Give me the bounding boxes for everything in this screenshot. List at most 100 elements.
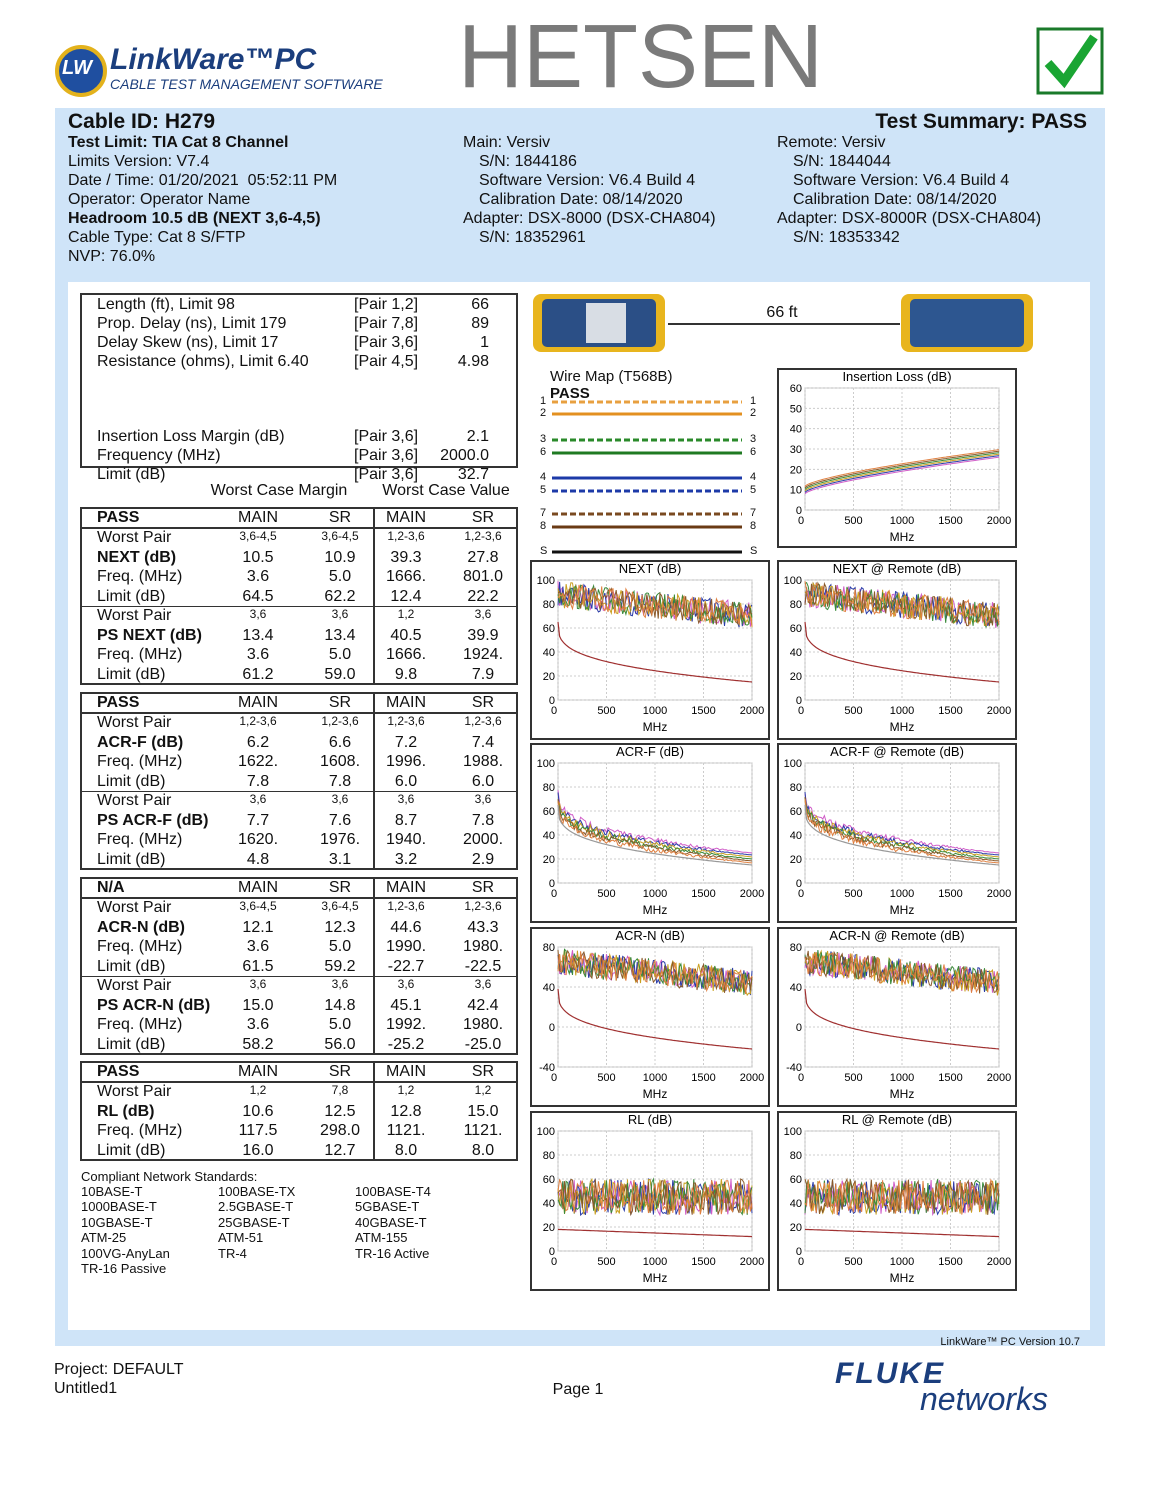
- x-tick-label: 500: [597, 1256, 615, 1268]
- logo-subtitle: CABLE TEST MANAGEMENT SOFTWARE: [110, 76, 383, 92]
- x-tick-label: 0: [798, 705, 804, 717]
- margin-header: Worst Case Margin: [210, 482, 348, 499]
- logo-mark: LW: [62, 57, 92, 79]
- summary-line: Test Limit: TIA Cat 8 Channel: [68, 134, 289, 151]
- x-axis-label: MHz: [890, 1271, 915, 1285]
- cell: 3,6: [249, 792, 267, 806]
- y-tick-label: 100: [537, 1126, 555, 1138]
- table-status: PASS: [97, 694, 140, 711]
- trace: [804, 581, 1000, 627]
- cell: 3.6: [246, 646, 270, 663]
- x-tick-label: 2000: [987, 1072, 1011, 1084]
- table-divider: [373, 1061, 375, 1161]
- remote-info: Adapter: DSX-8000R (DSX-CHA804): [777, 210, 1042, 227]
- cell: 1992.: [385, 1016, 427, 1033]
- graph-title: ACR-N (dB): [615, 928, 684, 943]
- graph: Insertion Loss (dB) 0 10 20 30 40 50 60 0 500 1000…: [777, 368, 1017, 548]
- y-tick-label: 0: [549, 695, 555, 707]
- cell: 6.6: [328, 733, 352, 751]
- test-summary: Test Summary: PASS: [875, 110, 1087, 133]
- cell: 12.1: [242, 918, 274, 936]
- standard: TR-16 Active: [355, 1245, 430, 1261]
- main-info: Software Version: V6.4 Build 4: [479, 172, 696, 189]
- cell: 3.6: [246, 1016, 270, 1033]
- row-label: ACR-N (dB): [97, 918, 185, 936]
- row-label: Freq. (MHz): [97, 646, 183, 663]
- y-tick-label: 80: [790, 1150, 802, 1162]
- x-axis-label: MHz: [890, 720, 915, 734]
- trace: [804, 988, 1000, 1050]
- cell: 3,6: [474, 792, 492, 806]
- table-col-head: MAIN: [386, 1063, 426, 1080]
- x-axis-label: MHz: [890, 530, 915, 544]
- cell: 1,2-3,6: [464, 529, 502, 543]
- x-tick-label: 1000: [890, 1256, 914, 1268]
- cell: 3.1: [328, 850, 352, 868]
- trace: [557, 582, 753, 628]
- cell: 7.6: [328, 811, 352, 829]
- cell: 45.1: [390, 996, 422, 1014]
- pin-label: S: [750, 545, 758, 557]
- graph-title: NEXT @ Remote (dB): [833, 561, 962, 576]
- cell: 1,2: [397, 1083, 415, 1097]
- y-tick-label: 80: [543, 782, 555, 794]
- table-col-head: SR: [328, 1063, 352, 1080]
- cell: 39.9: [467, 626, 499, 644]
- remote-info: S/N: 18353342: [793, 229, 900, 246]
- standards-title: Compliant Network Standards:: [81, 1169, 258, 1184]
- x-tick-label: 1500: [938, 705, 962, 717]
- remote-info: Calibration Date: 08/14/2020: [793, 191, 997, 208]
- x-tick-label: 1500: [938, 1256, 962, 1268]
- pin-label: 2: [540, 407, 547, 419]
- x-tick-label: 2000: [987, 888, 1011, 900]
- x-tick-label: 500: [844, 888, 862, 900]
- measure-pair: [Pair 3,6]: [354, 428, 419, 445]
- row-label: Worst Pair: [97, 607, 172, 624]
- trace: [804, 804, 1000, 866]
- cell: 1990.: [385, 938, 427, 955]
- trace: [557, 800, 753, 858]
- y-tick-label: 80: [790, 782, 802, 794]
- standard: 100VG-AnyLan: [81, 1245, 170, 1261]
- cell: 15.0: [242, 996, 274, 1014]
- measure-label: Length (ft), Limit 98: [97, 296, 235, 313]
- y-tick-label: 0: [796, 1246, 802, 1258]
- standard: ATM-25: [81, 1230, 127, 1246]
- cell: 801.0: [462, 568, 504, 585]
- row-label: Freq. (MHz): [97, 753, 183, 770]
- x-tick-label: 0: [798, 888, 804, 900]
- result-table: [80, 507, 518, 685]
- result-table: [80, 1061, 518, 1161]
- pin-label: 2: [750, 407, 757, 419]
- cell: 8.0: [394, 1141, 418, 1159]
- summary-line: Headroom 10.5 dB (NEXT 3,6-4,5): [68, 210, 321, 227]
- table-col-head: MAIN: [238, 694, 278, 711]
- remote-info: Software Version: V6.4 Build 4: [793, 172, 1010, 189]
- remote-info: Remote: Versiv: [777, 134, 886, 151]
- cell: 1622.: [237, 753, 279, 770]
- pin-label: 4: [540, 471, 547, 483]
- row-label: Worst Pair: [97, 977, 172, 994]
- cell: 3,6-4,5: [239, 529, 277, 543]
- cell: 8.7: [394, 811, 418, 829]
- main-info: Adapter: DSX-8000 (DSX-CHA804): [463, 210, 716, 227]
- standard: TR-16 Passive: [81, 1261, 167, 1276]
- cell: 5.0: [328, 568, 352, 585]
- trace: [804, 582, 1000, 626]
- cell: 1,2-3,6: [387, 899, 425, 913]
- cell: 56.0: [324, 1035, 356, 1053]
- cell: 1666.: [385, 646, 427, 663]
- cell: 1121.: [463, 1122, 503, 1139]
- standard: TR-4: [218, 1245, 247, 1261]
- y-tick-label: 60: [790, 806, 802, 818]
- y-tick-label: 40: [543, 647, 555, 659]
- x-tick-label: 1000: [643, 1072, 667, 1084]
- table-col-head: SR: [328, 509, 352, 526]
- measure-label: Frequency (MHz): [97, 447, 221, 464]
- trace: [804, 455, 1000, 493]
- cell: 3,6: [331, 977, 349, 991]
- row-label: Worst Pair: [97, 792, 172, 809]
- cell: 6.2: [246, 733, 270, 751]
- trace: [804, 453, 1000, 492]
